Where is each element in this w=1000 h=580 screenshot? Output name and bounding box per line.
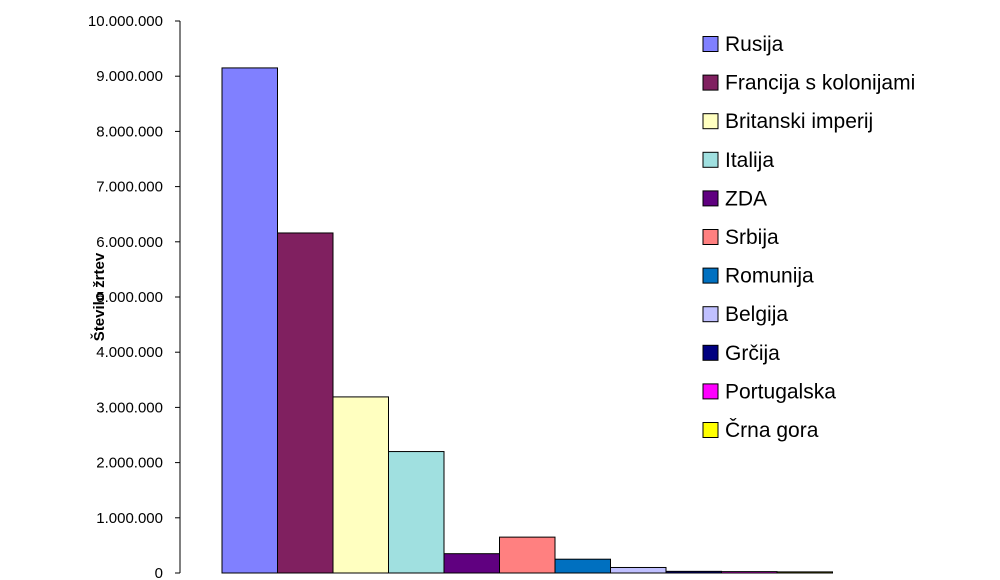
legend-label: Črna gora	[725, 419, 819, 442]
y-tick-label: 8.000.000	[96, 123, 163, 140]
legend-swatch	[702, 36, 719, 52]
legend-label: ZDA	[725, 187, 767, 210]
bars	[221, 67, 833, 574]
legend-label: Portugalska	[725, 380, 836, 403]
y-tick-label: 1.000.000	[96, 510, 163, 527]
y-tick-label: 2.000.000	[96, 455, 163, 472]
legend-swatch	[702, 74, 719, 91]
legend-swatch	[702, 383, 719, 400]
bar	[221, 67, 278, 574]
legend-label: Grčija	[725, 342, 780, 365]
y-tick-label: 9.000.000	[96, 68, 163, 85]
bar	[332, 396, 389, 574]
legend-label: Rusija	[725, 33, 784, 56]
legend-swatch	[702, 113, 719, 130]
bar	[610, 566, 667, 574]
bar	[554, 558, 611, 574]
y-tick-label: 6.000.000	[96, 234, 163, 251]
legend-label: Italija	[725, 149, 774, 172]
legend-label: Francija s kolonijami	[725, 72, 915, 95]
legend-swatch	[702, 151, 719, 168]
legend: Rusija Francija s kolonijami Britanski imp…	[702, 33, 915, 442]
y-tick-label: 4.000.000	[96, 344, 163, 361]
legend-label: Britanski imperij	[725, 110, 873, 133]
legend-label: Srbija	[725, 226, 779, 249]
legend-swatch	[702, 306, 719, 323]
legend-label: Belgija	[725, 303, 788, 326]
y-tick-label: 3.000.000	[96, 399, 163, 416]
legend-swatch	[702, 344, 719, 361]
bar	[277, 232, 334, 574]
bar	[443, 553, 500, 574]
y-tick-label: 10.000.000	[88, 13, 163, 30]
legend-swatch	[702, 229, 719, 245]
bar	[499, 536, 556, 574]
y-axis-title: Število žrtev	[90, 252, 108, 341]
y-tick-label: 7.000.000	[96, 179, 163, 196]
y-tick-label: 0	[155, 565, 163, 580]
y-tick-label: 5.000.000	[96, 289, 163, 306]
legend-swatch	[702, 422, 719, 438]
bar	[388, 451, 445, 574]
y-axis: 0 1.000.000 2.000.000 3.000.000 4.000.000 5.0…	[88, 13, 181, 580]
legend-swatch	[702, 267, 719, 284]
legend-swatch	[702, 190, 719, 207]
legend-label: Romunija	[725, 265, 814, 288]
